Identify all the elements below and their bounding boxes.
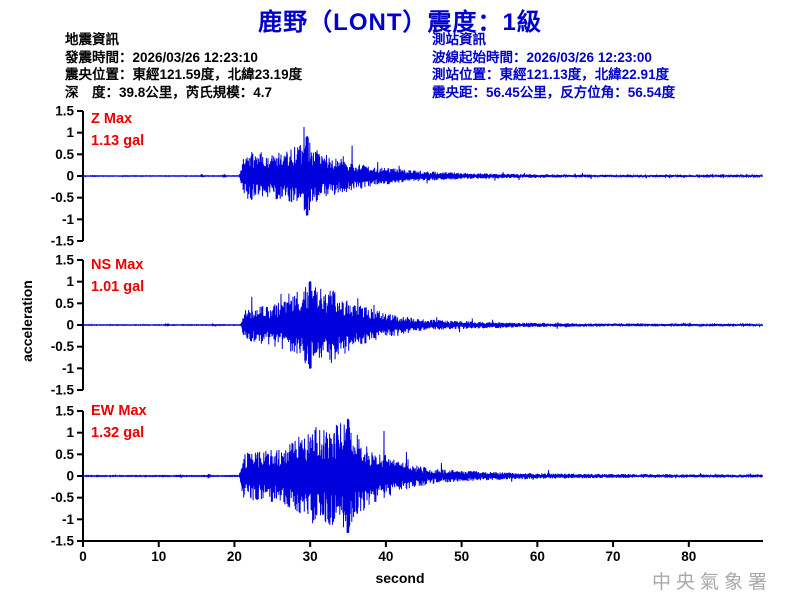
z-max-label: Z Max 1.13 gal bbox=[91, 109, 144, 152]
y-axis-label: acceleration bbox=[19, 280, 35, 362]
earthquake-info-heading: 地震資訊 bbox=[65, 32, 119, 47]
tick-label: 0.5 bbox=[55, 147, 74, 162]
x-axis-label: second bbox=[375, 570, 425, 586]
tick-label: 40 bbox=[378, 549, 393, 564]
tick-label: 30 bbox=[303, 549, 318, 564]
distance-azimuth: 震央距：56.45公里，反方位角：56.54度 bbox=[432, 84, 676, 100]
tick-label: 0.5 bbox=[55, 447, 74, 462]
z-max-title: Z Max bbox=[91, 111, 133, 127]
tick-label: 0 bbox=[66, 318, 74, 333]
tick-label: -1 bbox=[62, 361, 74, 376]
tick-label: 0 bbox=[66, 469, 74, 484]
tick-label: -1.5 bbox=[51, 234, 75, 249]
waveform-ns bbox=[82, 281, 763, 369]
ew-max-value: 1.32 gal bbox=[91, 424, 145, 441]
tick-label: 1.5 bbox=[55, 104, 74, 119]
tick-label: 1 bbox=[66, 425, 74, 440]
ew-max-label: EW Max 1.32 gal bbox=[91, 401, 147, 444]
tick-label: 1.5 bbox=[55, 404, 74, 419]
tick-label: 20 bbox=[227, 549, 242, 564]
page-title: 鹿野（LONT）震度：1級 bbox=[258, 9, 542, 36]
tick-label: 0 bbox=[79, 549, 87, 564]
tick-label: -0.5 bbox=[51, 190, 75, 205]
tick-label: -1.5 bbox=[51, 534, 75, 549]
tick-label: 80 bbox=[681, 549, 696, 564]
tick-label: 70 bbox=[606, 549, 621, 564]
tick-label: -0.5 bbox=[51, 490, 75, 505]
origin-time: 發震時間：2026/03/26 12:23:10 bbox=[65, 49, 258, 65]
tick-label: -1.5 bbox=[51, 383, 75, 398]
tick-label: -0.5 bbox=[51, 339, 75, 354]
tick-label: 1 bbox=[66, 274, 74, 289]
z-max-value: 1.13 gal bbox=[91, 132, 145, 149]
depth-magnitude: 深 度：39.8公里，芮氏規模：4.7 bbox=[65, 84, 273, 100]
ns-max-title: NS Max bbox=[91, 257, 144, 273]
ew-max-title: EW Max bbox=[91, 403, 147, 419]
tick-label: 1 bbox=[66, 125, 74, 140]
wave-start-time: 波線起始時間：2026/03/26 12:23:00 bbox=[432, 49, 652, 65]
tick-label: 0 bbox=[66, 169, 74, 184]
tick-label: -1 bbox=[62, 212, 74, 227]
epicenter-location: 震央位置：東經121.59度，北緯23.19度 bbox=[65, 67, 303, 82]
station-info-heading: 測站資訊 bbox=[432, 32, 486, 47]
tick-label: 10 bbox=[151, 549, 166, 564]
ns-max-label: NS Max 1.01 gal bbox=[91, 255, 144, 298]
tick-label: 1.5 bbox=[55, 253, 74, 268]
tick-label: 0.5 bbox=[55, 296, 74, 311]
ns-max-value: 1.01 gal bbox=[91, 278, 145, 295]
earthquake-info-block: 地震資訊 發震時間：2026/03/26 12:23:10 震央位置：東經121… bbox=[65, 31, 302, 101]
tick-label: 60 bbox=[530, 549, 545, 564]
tick-label: -1 bbox=[62, 512, 74, 527]
station-info-block: 測站資訊 波線起始時間：2026/03/26 12:23:00 測站位置：東經1… bbox=[432, 31, 675, 101]
waveform-z bbox=[82, 126, 763, 216]
station-location: 測站位置：東經121.13度，北緯22.91度 bbox=[432, 67, 670, 82]
tick-label: 50 bbox=[454, 549, 469, 564]
agency-watermark: 中央氣象署 bbox=[652, 572, 773, 593]
waveform-ew bbox=[82, 418, 763, 534]
